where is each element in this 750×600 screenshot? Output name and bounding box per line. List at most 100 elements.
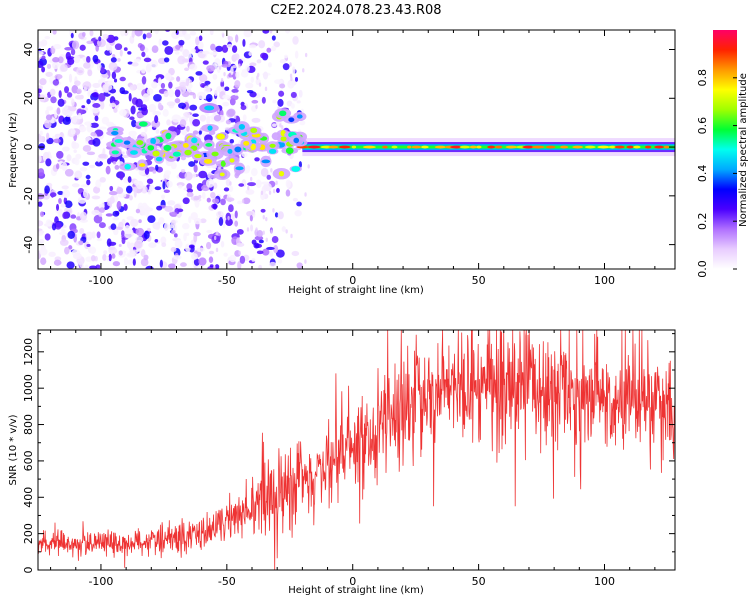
spectrogram-noise-cell xyxy=(135,208,141,214)
spectrogram-noise-cell xyxy=(273,79,283,85)
spectrogram-noise-cell xyxy=(272,188,276,194)
spectrogram-noise-cell xyxy=(161,242,167,248)
spectrogram-noise-cell xyxy=(184,171,193,181)
spectrogram-noise-cell xyxy=(189,104,198,111)
spectrogram-noise-cell xyxy=(79,166,88,172)
spectrogram-noise-cell xyxy=(106,121,114,127)
spectrogram-noise-cell xyxy=(141,51,146,58)
spectrogram-noise-cell xyxy=(224,86,230,92)
spectrogram-echo-cell xyxy=(296,114,303,119)
spectrogram-noise-cell xyxy=(53,138,61,144)
spectrogram-noise-cell xyxy=(279,123,282,128)
spectrogram-noise-cell xyxy=(221,44,229,53)
spectrogram-noise-cell xyxy=(98,212,103,217)
spectrogram-noise-cell xyxy=(162,108,169,117)
spectrogram-noise-cell xyxy=(98,126,107,130)
spectrogram-noise-cell xyxy=(79,227,85,235)
spectrogram-y-tick-label: 40 xyxy=(22,43,35,57)
spectrogram-noise-cell xyxy=(212,198,220,204)
spectrogram-noise-cell xyxy=(153,94,162,102)
spectrogram-noise-cell xyxy=(127,61,133,65)
spectrogram-noise-cell xyxy=(247,185,250,191)
spectrogram-carrier-peak xyxy=(531,145,545,149)
spectrogram-carrier-peak xyxy=(362,145,376,149)
spectrogram-x-ticks: -100 -50 0 50 100 xyxy=(50,30,656,287)
spectrogram-noise-cell xyxy=(234,80,241,88)
spectrogram-echo-cell xyxy=(191,137,198,144)
spectrogram-noise-cell xyxy=(262,214,265,220)
spectrogram-noise-cell xyxy=(38,50,44,56)
spectrogram-noise-cell xyxy=(112,53,116,58)
spectrogram-noise-cell xyxy=(148,103,157,113)
spectrogram-noise-cell xyxy=(100,66,105,74)
spectrogram-noise-cell xyxy=(218,217,224,226)
spectrogram-noise-cell xyxy=(126,252,135,258)
spectrogram-noise-cell xyxy=(272,99,277,104)
spectrogram-noise-cell xyxy=(138,219,142,224)
spectrogram-noise-cell xyxy=(299,120,306,126)
spectrogram-noise-cell xyxy=(68,245,73,250)
spectrogram-noise-cell xyxy=(193,217,202,225)
spectrogram-noise-cell xyxy=(57,75,61,81)
spectrogram-noise-cell xyxy=(242,114,247,121)
spectrogram-noise-cell xyxy=(249,62,257,67)
spectrogram-noise-cell xyxy=(193,164,198,173)
spectrogram-noise-cell xyxy=(52,79,60,86)
spectrogram-noise-cell xyxy=(215,45,223,53)
spectrogram-noise-cell xyxy=(96,62,102,71)
spectrogram-noise-cell xyxy=(118,250,123,256)
spectrogram-noise-cell xyxy=(131,62,139,67)
spectrogram-echo-cell xyxy=(150,137,156,145)
spectrogram-noise-cell xyxy=(113,78,118,83)
spectrogram-noise-cell xyxy=(46,106,54,111)
spectrogram-noise-cell xyxy=(208,256,214,264)
spectrogram-noise-cell xyxy=(192,130,199,135)
spectrogram-noise-cell xyxy=(278,90,285,97)
spectrogram-noise-cell xyxy=(81,31,86,37)
spectrogram-echo-cell xyxy=(227,148,233,154)
spectrogram-carrier-peak xyxy=(407,145,412,149)
snr-y-axis-label: SNR (10 * v/v) xyxy=(8,414,19,485)
spectrogram-noise-cell xyxy=(285,189,291,197)
spectrogram-noise-cell xyxy=(262,71,269,80)
spectrogram-noise-cell xyxy=(200,218,207,224)
spectrogram-noise-cell xyxy=(98,92,106,102)
chart-title: C2E2.2024.078.23.43.R08 xyxy=(270,3,441,18)
spectrogram-noise-cell xyxy=(89,265,97,269)
spectrogram-noise-cell xyxy=(205,241,212,250)
spectrogram-noise-cell xyxy=(180,155,186,161)
spectrogram-echo-cell xyxy=(124,163,131,170)
spectrogram-noise-cell xyxy=(236,200,243,205)
spectrogram-noise-cell xyxy=(213,235,217,241)
spectrogram-noise-cell xyxy=(198,170,208,179)
spectrogram-noise-cell xyxy=(271,235,279,244)
spectrogram-noise-cell xyxy=(90,122,99,128)
spectrogram-noise-cell xyxy=(256,250,264,255)
spectrogram-echo-cell xyxy=(172,151,181,157)
spectrogram-noise-cell xyxy=(135,82,145,91)
snr-panel: -100 -50 0 50 100 0 200 400 600 800 1000 1200 Heig… xyxy=(8,329,676,596)
spectrogram-noise-cell xyxy=(171,114,181,123)
spectrogram-noise-cell xyxy=(74,80,81,86)
spectrogram-noise-cell xyxy=(198,74,208,83)
spectrogram-noise-cell xyxy=(210,191,216,199)
spectrogram-noise-cell xyxy=(92,137,101,147)
spectrogram-noise-cell xyxy=(213,114,222,122)
snr-x-tick-label: 100 xyxy=(594,575,615,588)
spectrogram-noise-cell xyxy=(119,76,126,82)
spectrogram-noise-cell xyxy=(228,204,234,213)
spectrogram-noise-cell xyxy=(155,129,160,134)
spectrogram-noise-cell xyxy=(43,151,50,160)
spectrogram-noise-cell xyxy=(250,224,254,232)
spectrogram-noise-cell xyxy=(206,115,211,125)
spectrogram-noise-cell xyxy=(128,130,137,137)
spectrogram-noise-cell xyxy=(234,220,239,227)
spectrogram-noise-cell xyxy=(64,104,69,111)
spectrogram-y-tick-label: 0 xyxy=(22,144,35,151)
spectrogram-noise-cell xyxy=(260,52,268,59)
spectrogram-noise-cell xyxy=(119,171,124,181)
spectrogram-noise-cell xyxy=(134,30,143,37)
spectrogram-x-tick-label: 50 xyxy=(472,274,486,287)
spectrogram-noise-cell xyxy=(46,63,52,69)
spectrogram-noise-cell xyxy=(118,244,122,248)
